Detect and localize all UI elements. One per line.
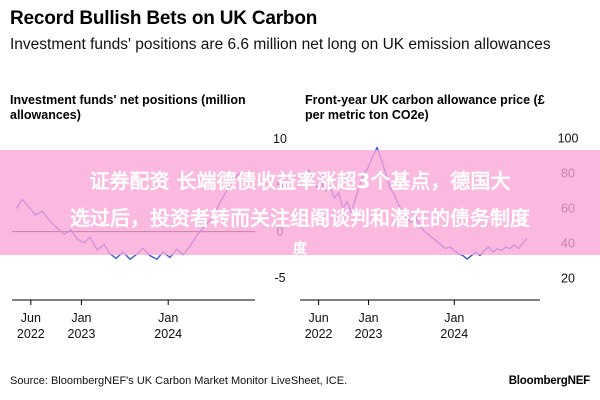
right-panel-title: Front-year UK carbon allowance price (£ … xyxy=(305,93,545,122)
overlay-text-line-3: 度 xyxy=(293,241,307,257)
x-tick-label: Jun xyxy=(309,311,329,325)
x-tick-label: Jun xyxy=(21,311,41,325)
y-tick-label: 100 xyxy=(558,132,579,146)
x-tick-label: 2022 xyxy=(305,327,333,341)
chart-subtitle: Investment funds' positions are 6.6 mill… xyxy=(10,36,551,53)
overlay-text-line-2: 选过后，投资者转而关注组阁谈判和潜在的债务制度 xyxy=(70,206,530,230)
x-tick-label: 2023 xyxy=(68,327,96,341)
x-tick-label: Jan xyxy=(358,311,378,325)
overlay-text-line-1: 证券配资 长端德债收益率涨超3个基点，德国大 xyxy=(89,169,511,193)
y-tick-label: 20 xyxy=(561,271,575,285)
brand-logo: BloombergNEF xyxy=(508,375,590,387)
x-tick-label: Jan xyxy=(71,311,91,325)
overlay-banner xyxy=(0,150,600,255)
chart-title: Record Bullish Bets on UK Carbon xyxy=(10,8,318,29)
x-tick-label: Jan xyxy=(158,311,178,325)
left-panel-title: Investment funds' net positions (million… xyxy=(10,93,246,122)
y-tick-label: 10 xyxy=(273,132,287,146)
x-tick-label: 2023 xyxy=(355,327,383,341)
x-tick-label: 2024 xyxy=(440,327,468,341)
x-tick-label: 2024 xyxy=(154,327,182,341)
y-tick-label: -5 xyxy=(274,271,285,285)
x-tick-label: 2022 xyxy=(17,327,45,341)
source-note: Source: BloombergNEF's UK Carbon Market … xyxy=(10,375,348,387)
x-tick-label: Jan xyxy=(444,311,464,325)
